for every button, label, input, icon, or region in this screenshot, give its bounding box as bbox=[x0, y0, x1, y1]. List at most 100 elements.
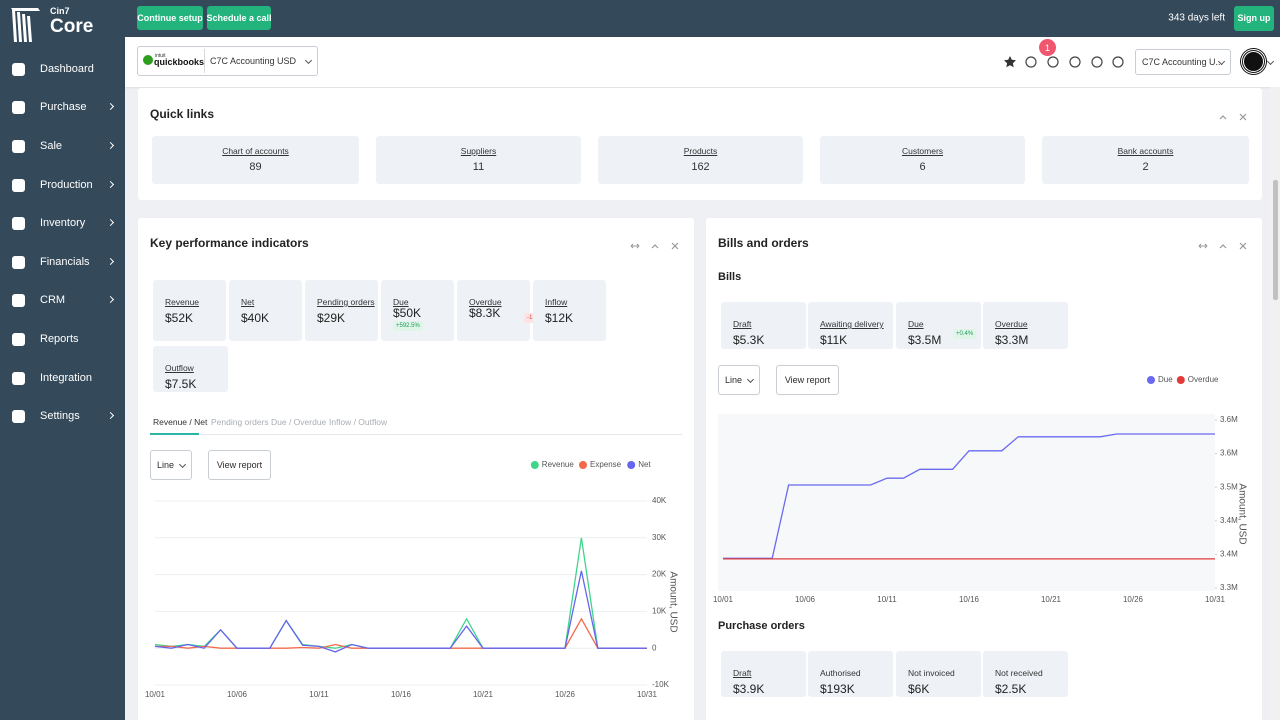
kpi-tile[interactable] bbox=[533, 280, 606, 341]
top-button-label[interactable]: Schedule a call bbox=[206, 13, 272, 23]
tab-rule bbox=[150, 434, 682, 435]
section-title: Bills bbox=[718, 271, 742, 283]
top-button[interactable] bbox=[207, 6, 271, 30]
tile-label[interactable]: Awaiting delivery bbox=[820, 319, 884, 329]
quick-link[interactable] bbox=[152, 136, 359, 184]
view-report-button[interactable] bbox=[776, 365, 839, 395]
kpi-tile[interactable] bbox=[153, 346, 228, 392]
tile-label[interactable]: Overdue bbox=[469, 297, 502, 307]
view-select[interactable] bbox=[718, 365, 760, 395]
kpi-tile[interactable] bbox=[983, 302, 1068, 349]
quick-link[interactable] bbox=[376, 136, 581, 184]
top-button[interactable] bbox=[137, 6, 203, 30]
kpi-tile[interactable] bbox=[153, 280, 226, 341]
quick-link[interactable] bbox=[598, 136, 803, 184]
quick-link[interactable] bbox=[820, 136, 1025, 184]
quick-link-label u[interactable]: Chart of accounts bbox=[222, 146, 289, 156]
nav-label[interactable]: Reports bbox=[40, 333, 79, 345]
quick-link[interactable] bbox=[1042, 136, 1249, 184]
kpi-tile[interactable] bbox=[808, 302, 893, 349]
view-report-label[interactable]: View report bbox=[784, 375, 831, 385]
nav-label[interactable]: Production bbox=[40, 179, 93, 191]
kpi-tile[interactable] bbox=[808, 651, 893, 697]
tile-label[interactable]: Due bbox=[393, 297, 409, 307]
nav-label[interactable]: Dashboard bbox=[40, 63, 94, 75]
nav-label[interactable]: Settings bbox=[40, 410, 80, 422]
nav-label[interactable]: Financials bbox=[40, 256, 90, 268]
quick-link-value: 11 bbox=[472, 161, 485, 173]
card-title: Key performance indicators bbox=[150, 236, 309, 250]
tab[interactable]: Revenue / Net bbox=[153, 417, 208, 427]
signup-button[interactable] bbox=[1234, 6, 1274, 31]
view-select-label[interactable]: Line bbox=[725, 375, 743, 385]
tile-label[interactable]: Overdue bbox=[995, 319, 1028, 329]
tile-label[interactable]: Pending orders bbox=[317, 297, 375, 307]
tile-change: +0.4% bbox=[953, 329, 977, 339]
tile-label[interactable]: Net bbox=[241, 297, 255, 307]
badge-count: 1 bbox=[1044, 42, 1051, 53]
view-select[interactable] bbox=[150, 450, 192, 480]
view-report-label[interactable]: View report bbox=[216, 460, 263, 470]
card-title: Quick links bbox=[150, 107, 215, 121]
tile-label[interactable]: Inflow bbox=[545, 297, 568, 307]
scrollbar bbox=[1270, 87, 1280, 720]
nav-icon bbox=[12, 179, 25, 192]
top-button-label[interactable]: Continue setup bbox=[137, 13, 203, 23]
tile-label: Draft bbox=[733, 668, 752, 678]
sidebar bbox=[0, 0, 125, 720]
kpi-tile[interactable] bbox=[721, 302, 806, 349]
kpi-tile[interactable] bbox=[305, 280, 378, 341]
nav-label[interactable]: Inventory bbox=[40, 217, 86, 229]
kpi-tile[interactable] bbox=[229, 280, 302, 341]
brand-small: Cin7 bbox=[50, 6, 70, 16]
nav-label[interactable]: Sale bbox=[40, 140, 63, 152]
view-select-label[interactable]: Line bbox=[157, 460, 175, 470]
nav-icon bbox=[12, 256, 25, 269]
kpi-tile[interactable] bbox=[721, 651, 806, 697]
provider-mark bbox=[143, 55, 153, 65]
kpi-tile[interactable] bbox=[983, 651, 1068, 697]
signup-label[interactable]: Sign up bbox=[1237, 13, 1271, 23]
quick-link-value: 6 bbox=[919, 161, 926, 173]
avatar[interactable] bbox=[1241, 49, 1266, 74]
tab[interactable]: Pending orders bbox=[211, 417, 269, 427]
tile-label[interactable]: Draft bbox=[733, 319, 752, 329]
kpi-tile[interactable] bbox=[457, 280, 530, 341]
tab[interactable]: Inflow / Outflow bbox=[329, 417, 388, 427]
nav-icon bbox=[12, 294, 25, 307]
quick-link-label u[interactable]: Products bbox=[683, 146, 718, 156]
nav-icon bbox=[12, 63, 25, 76]
tile-label[interactable]: Outflow bbox=[165, 363, 194, 373]
quick-link-label u[interactable]: Bank accounts bbox=[1117, 146, 1174, 156]
badge bbox=[1039, 39, 1056, 56]
nav-icon bbox=[12, 333, 25, 346]
nav-label[interactable]: Purchase bbox=[40, 101, 87, 113]
view-report-button[interactable] bbox=[208, 450, 271, 480]
tile-value: $5.3K bbox=[733, 333, 765, 347]
section-title: Purchase orders bbox=[718, 620, 805, 632]
tile-label[interactable]: Revenue bbox=[165, 297, 200, 307]
tile-value: $7.5K bbox=[165, 377, 197, 391]
tile-label: Not received bbox=[995, 668, 1043, 678]
scrollbar-thumb bbox=[1273, 180, 1278, 300]
tab[interactable]: Due / Overdue bbox=[271, 417, 327, 427]
nav-icon bbox=[12, 410, 25, 423]
kpi-tile[interactable] bbox=[896, 302, 981, 349]
tile-label: Authorised bbox=[820, 668, 861, 678]
tile-value: $29K bbox=[317, 311, 346, 325]
nav-label[interactable]: CRM bbox=[40, 294, 66, 306]
quick-link-label u[interactable]: Suppliers bbox=[460, 146, 497, 156]
tile-change: +592.5% bbox=[393, 321, 423, 331]
tile-label[interactable]: Due bbox=[908, 319, 924, 329]
nav-label[interactable]: Integration bbox=[40, 372, 92, 384]
kpi-tile[interactable] bbox=[896, 651, 981, 697]
tile-value: $3.5M bbox=[908, 333, 942, 347]
account-select[interactable] bbox=[137, 46, 318, 76]
nav-icon bbox=[12, 372, 25, 385]
quick-link-label u[interactable]: Customers bbox=[901, 146, 944, 156]
tile-value: $193K bbox=[820, 682, 855, 696]
account-name[interactable]: C7C Accounting USD bbox=[210, 56, 297, 66]
org-select[interactable] bbox=[1135, 49, 1231, 75]
org-name[interactable]: C7C Accounting U... bbox=[1142, 57, 1224, 67]
provider-name: quickbooks bbox=[154, 57, 205, 67]
